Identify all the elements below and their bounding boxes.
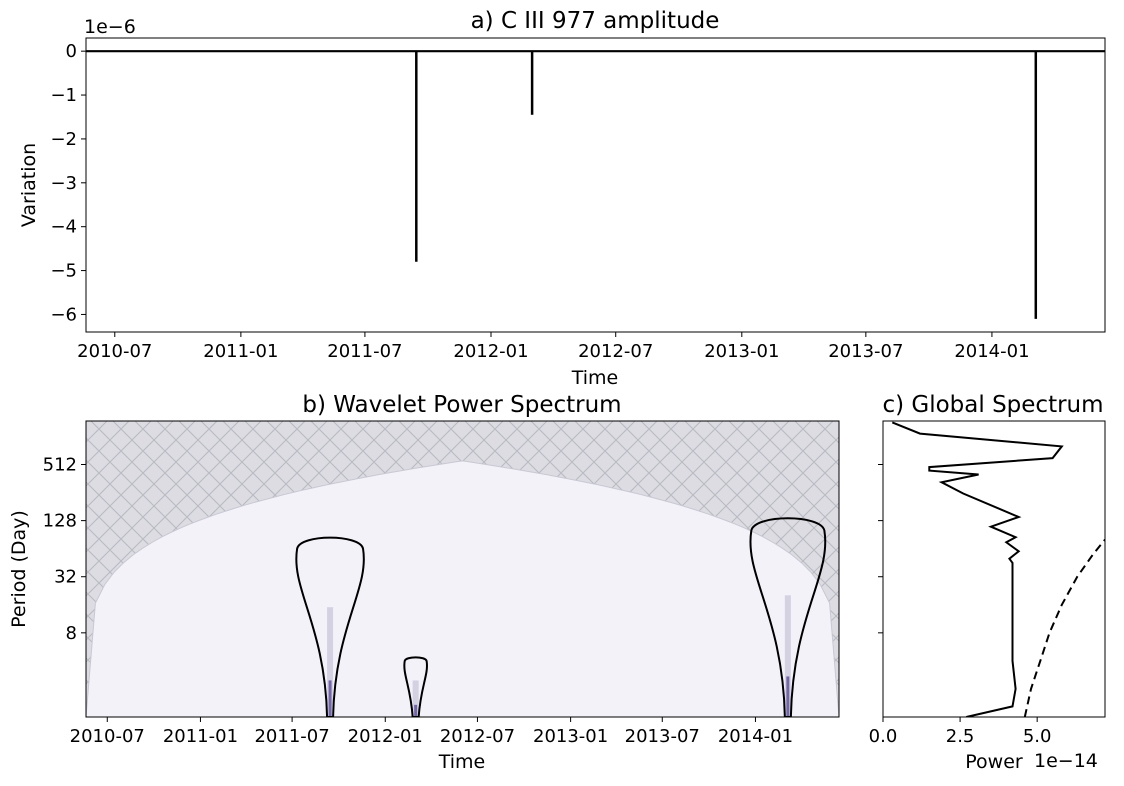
- x-tick-label: 2012-01: [453, 341, 528, 362]
- wavelet-power-patches: [327, 595, 791, 717]
- panel-a-xlabel: Time: [571, 367, 619, 389]
- significance-contour-2: [749, 517, 827, 717]
- y-tick-label: 512: [43, 455, 77, 476]
- y-tick-label: −6: [50, 304, 77, 325]
- x-tick-label: 2012-07: [440, 726, 515, 747]
- x-tick-label: 2010-07: [77, 341, 152, 362]
- panel-c-y-ticks: [878, 464, 883, 634]
- x-tick-label: 2012-01: [348, 726, 423, 747]
- x-tick-label: 5.0: [1023, 726, 1052, 747]
- x-tick-label: 2014-01: [718, 726, 793, 747]
- power-core-1: [414, 704, 418, 717]
- x-tick-label: 2.5: [946, 726, 975, 747]
- x-tick-label: 2013-01: [704, 341, 779, 362]
- panel-b-x-ticks: 2010-07 2011-01 2011-07 2012-01 2012-07 2013-…: [70, 717, 793, 747]
- panel-b-frame: [85, 420, 840, 718]
- panel-a-frame: [85, 37, 1106, 333]
- panel-a-x-ticks: 2010-07 2011-01 2011-07 2012-01 2012-07 2013-…: [77, 332, 1030, 362]
- power-core-2: [786, 676, 790, 717]
- x-tick-label: 2010-07: [70, 726, 145, 747]
- y-tick-label: −2: [50, 129, 77, 150]
- y-tick-label: 0: [66, 41, 77, 62]
- x-tick-label: 2013-07: [625, 726, 700, 747]
- panel-a-y-ticks: 0 −1 −2 −3 −4 −5 −6: [50, 41, 86, 325]
- panel-global-spectrum: c) Global Spectrum Power 1e−14 0.0 2.5 5.0: [869, 392, 1106, 773]
- panel-amplitude: a) C III 977 amplitude 1e−6 Variation Ti…: [18, 8, 1106, 389]
- x-tick-label: 2011-07: [327, 341, 402, 362]
- x-tick-label: 2012-07: [578, 341, 653, 362]
- x-tick-label: 2013-01: [533, 726, 608, 747]
- x-tick-label: 0.0: [869, 726, 898, 747]
- panel-c-title: c) Global Spectrum: [882, 392, 1103, 418]
- significance-contour-0: [295, 536, 365, 717]
- y-tick-label: −4: [50, 217, 77, 238]
- panel-c-x-ticks: 0.0 2.5 5.0: [869, 717, 1052, 747]
- panel-b-y-ticks: 8 32 128 512: [43, 455, 86, 644]
- panel-c-xlabel: Power: [965, 751, 1023, 773]
- x-tick-label: 2011-01: [163, 726, 238, 747]
- x-tick-label: 2011-01: [203, 341, 278, 362]
- y-tick-label: 32: [54, 567, 77, 588]
- y-tick-label: −1: [50, 85, 77, 106]
- power-patch-1: [412, 680, 419, 717]
- x-tick-label: 2011-07: [254, 726, 329, 747]
- panel-b-ylabel: Period (Day): [8, 510, 30, 628]
- x-tick-label: 2013-07: [828, 341, 903, 362]
- panel-b-xlabel: Time: [438, 751, 486, 773]
- panel-b-title: b) Wavelet Power Spectrum: [302, 392, 621, 418]
- y-tick-label: −5: [50, 261, 77, 282]
- significance-contours: [295, 517, 827, 717]
- x-tick-label: 2014-01: [954, 341, 1029, 362]
- panel-c-offset-text: 1e−14: [1034, 750, 1098, 772]
- panel-a-title: a) C III 977 amplitude: [471, 8, 720, 34]
- y-tick-label: 8: [66, 623, 77, 644]
- significance-contour-1: [403, 656, 428, 717]
- panel-a-offset-text: 1e−6: [84, 16, 136, 38]
- power-patch-0: [327, 607, 334, 717]
- cone-of-influence-region: [86, 460, 839, 717]
- power-patch-2: [784, 595, 791, 717]
- panel-c-frame: [882, 420, 1106, 718]
- significance-level-line: [1023, 538, 1105, 717]
- power-core-0: [328, 680, 332, 717]
- y-tick-label: 128: [43, 511, 77, 532]
- panel-a-plot: [86, 50, 1105, 319]
- panel-wavelet: b) Wavelet Power Spectrum Period (Day) T…: [8, 392, 840, 773]
- panel-a-ylabel: Variation: [18, 143, 40, 227]
- global-spectrum-line: [891, 421, 1064, 717]
- y-tick-label: −3: [50, 173, 77, 194]
